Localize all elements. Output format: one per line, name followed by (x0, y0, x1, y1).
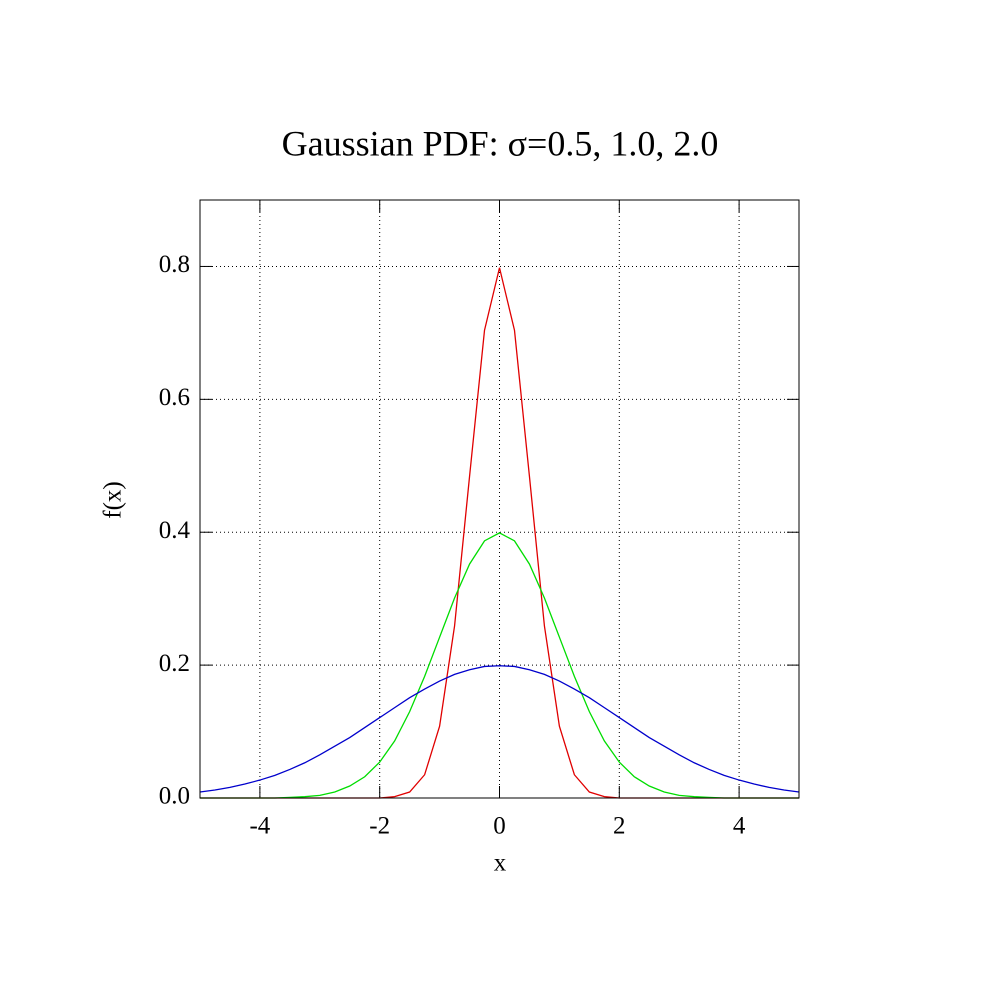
plot-frame (199, 199, 800, 799)
y-tick-label: 0.8 (159, 251, 190, 278)
x-tick-label: -2 (369, 813, 390, 840)
y-tick-label: 0.2 (159, 650, 190, 677)
data-line (199, 665, 800, 793)
y-tick-label: 0.0 (159, 783, 190, 810)
x-tick-label: 0 (493, 813, 506, 840)
chart-title: Gaussian PDF: σ=0.5, 1.0, 2.0 (282, 123, 719, 163)
y-tick-label: 0.4 (159, 517, 191, 544)
y-axis-label: f(x) (100, 481, 127, 518)
x-tick-label: -4 (249, 813, 270, 840)
y-tick-label: 0.6 (159, 384, 190, 411)
x-axis-label: x (494, 850, 507, 877)
data-line (200, 532, 799, 799)
x-tick-label: 4 (733, 813, 746, 840)
x-tick-label: 2 (613, 813, 626, 840)
